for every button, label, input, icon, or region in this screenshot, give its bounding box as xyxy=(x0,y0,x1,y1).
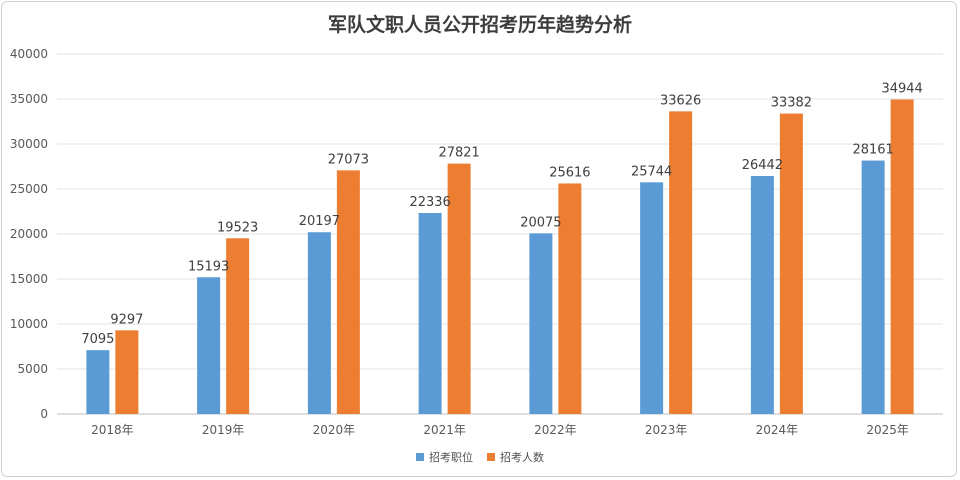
legend-label-positions: 招考职位 xyxy=(429,451,473,464)
data-label: 26442 xyxy=(742,158,783,173)
data-label: 27073 xyxy=(328,152,369,167)
chart-title: 军队文职人员公开招考历年趋势分析 xyxy=(327,14,632,36)
bar-applicants-2019年[interactable] xyxy=(226,238,250,414)
bar-positions-2019年[interactable] xyxy=(197,277,221,414)
legend-swatch-positions xyxy=(416,453,424,461)
bar-applicants-2021年[interactable] xyxy=(447,163,471,414)
bar-applicants-2023年[interactable] xyxy=(669,111,693,414)
x-tick-label: 2025年 xyxy=(866,423,909,437)
legend: 招考职位 招考人数 xyxy=(0,449,960,465)
bar-positions-2018年[interactable] xyxy=(86,350,110,414)
x-tick-label: 2023年 xyxy=(645,423,688,437)
y-tick-label: 15000 xyxy=(10,272,48,286)
y-tick-label: 10000 xyxy=(10,317,48,331)
bars xyxy=(86,99,914,414)
data-label: 19523 xyxy=(217,220,258,235)
data-label: 28161 xyxy=(852,143,893,158)
bar-positions-2024年[interactable] xyxy=(750,176,774,414)
data-label: 25616 xyxy=(549,165,590,180)
bar-positions-2022年[interactable] xyxy=(529,233,553,414)
data-label: 33382 xyxy=(771,96,812,111)
y-tick-label: 25000 xyxy=(10,182,48,196)
x-tick-label: 2021年 xyxy=(423,423,466,437)
y-axis-ticks: 0 5000 10000 15000 20000 25000 30000 35000 40000 xyxy=(10,47,48,421)
x-axis-ticks: 2018年 2019年 2020年 2021年 2022年 2023年 2024年 2025年 xyxy=(91,423,909,437)
data-label: 34944 xyxy=(881,82,922,97)
x-tick-label: 2024年 xyxy=(756,423,799,437)
bar-applicants-2025年[interactable] xyxy=(890,99,914,414)
x-tick-label: 2019年 xyxy=(202,423,245,437)
x-tick-label: 2018年 xyxy=(91,423,134,437)
data-label: 9297 xyxy=(110,312,143,327)
data-label: 20197 xyxy=(299,214,340,229)
legend-item-positions[interactable]: 招考职位 xyxy=(416,449,473,465)
bar-applicants-2022年[interactable] xyxy=(558,183,582,414)
y-tick-label: 5000 xyxy=(17,362,48,376)
data-label: 27821 xyxy=(438,146,479,161)
y-tick-label: 20000 xyxy=(10,227,48,241)
y-tick-label: 0 xyxy=(40,407,48,421)
legend-swatch-applicants xyxy=(487,453,495,461)
data-label: 20075 xyxy=(520,215,561,230)
y-tick-label: 35000 xyxy=(10,92,48,106)
bar-applicants-2020年[interactable] xyxy=(336,170,360,414)
legend-item-applicants[interactable]: 招考人数 xyxy=(487,449,544,465)
data-label: 7095 xyxy=(81,332,114,347)
bar-positions-2021年[interactable] xyxy=(418,212,442,414)
bar-applicants-2024年[interactable] xyxy=(779,113,803,414)
x-tick-label: 2022年 xyxy=(534,423,577,437)
data-labels: 7095 9297 15193 19523 20197 27073 22336 27821 20… xyxy=(81,82,922,348)
data-label: 25744 xyxy=(631,164,672,179)
y-tick-label: 30000 xyxy=(10,137,48,151)
legend-label-applicants: 招考人数 xyxy=(500,451,544,464)
bar-positions-2020年[interactable] xyxy=(307,232,331,414)
bar-positions-2025年[interactable] xyxy=(861,160,885,414)
bar-positions-2023年[interactable] xyxy=(640,182,664,414)
y-tick-label: 40000 xyxy=(10,47,48,61)
data-label: 22336 xyxy=(409,195,450,210)
bar-applicants-2018年[interactable] xyxy=(115,330,139,414)
x-tick-label: 2020年 xyxy=(313,423,356,437)
data-label: 33626 xyxy=(660,93,701,108)
data-label: 15193 xyxy=(188,259,229,274)
